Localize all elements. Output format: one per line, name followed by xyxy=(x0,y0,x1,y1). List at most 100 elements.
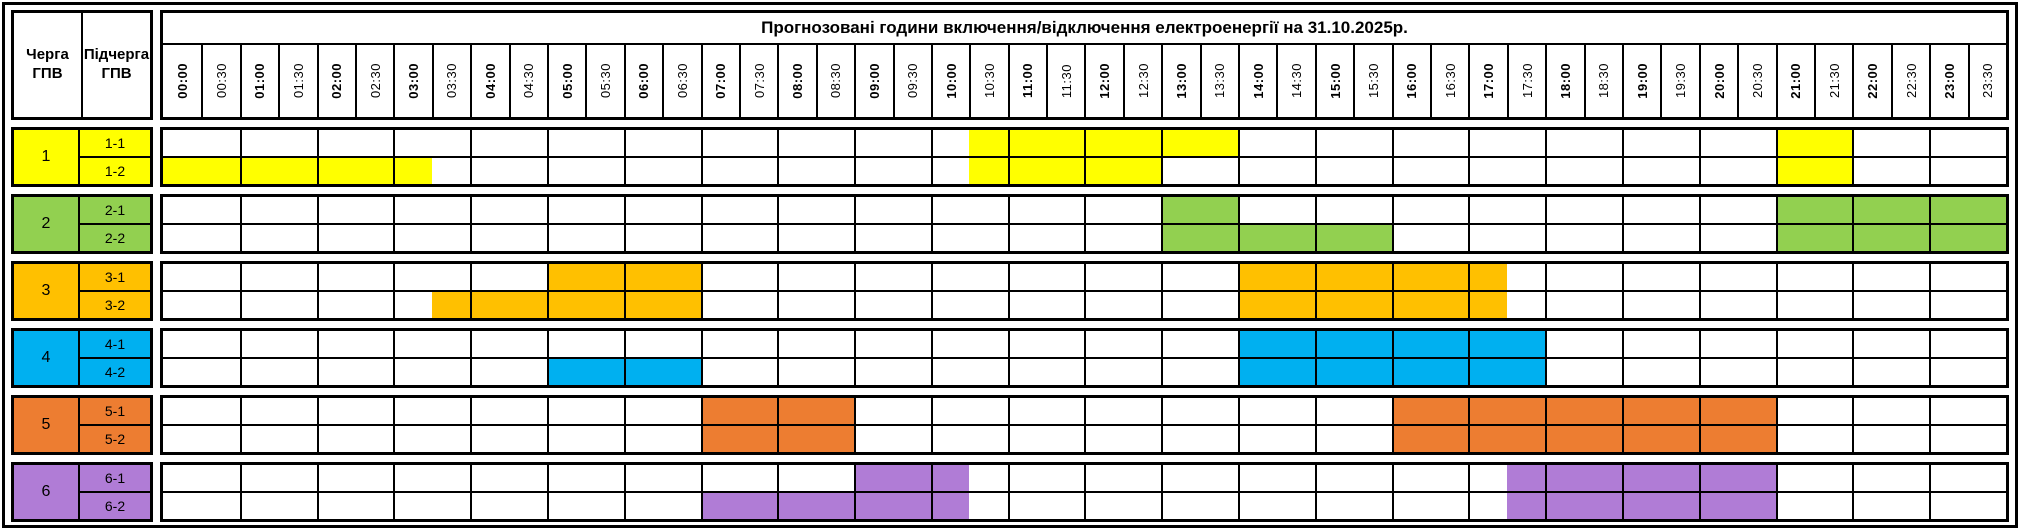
time-label: 06:30 xyxy=(662,45,700,117)
slot-cell xyxy=(278,197,316,223)
slot-cell xyxy=(892,493,931,519)
slot-cell xyxy=(1583,465,1623,491)
slot-cell xyxy=(1814,493,1852,519)
slot-cell xyxy=(585,493,623,519)
slot-cell xyxy=(1737,465,1776,491)
slot-cell xyxy=(1545,225,1583,251)
slot-cell xyxy=(316,398,355,424)
slot-cell xyxy=(815,398,855,424)
slot-cell xyxy=(1622,465,1661,491)
slot-cell xyxy=(1046,130,1085,156)
time-label-text: 06:00 xyxy=(636,63,652,99)
slot-cell xyxy=(1545,465,1584,491)
slot-cell xyxy=(930,493,970,519)
slot-cell xyxy=(1775,426,1814,452)
slot-cell xyxy=(1353,426,1391,452)
slot-cell xyxy=(1622,264,1660,290)
slot-cell xyxy=(777,493,816,519)
slot-cell xyxy=(354,158,394,184)
slot-cell xyxy=(201,331,239,357)
slot-cell xyxy=(1314,359,1354,385)
slot-cell xyxy=(1430,331,1469,357)
slot-cell xyxy=(1545,158,1583,184)
slot-cell xyxy=(546,130,585,156)
slot-cell xyxy=(1660,398,1699,424)
slot-cell xyxy=(432,331,470,357)
slot-cell xyxy=(1545,197,1583,223)
slot-cell xyxy=(892,465,931,491)
slot-cell xyxy=(432,264,470,290)
time-label: 08:00 xyxy=(777,45,815,117)
slot-cell xyxy=(1391,264,1431,290)
slot-cell xyxy=(355,359,393,385)
slot-cell xyxy=(700,331,739,357)
slot-cell xyxy=(546,426,585,452)
slot-cell xyxy=(1584,130,1622,156)
slot-cell xyxy=(700,493,739,519)
slot-cell xyxy=(355,493,393,519)
slot-cell xyxy=(163,292,201,318)
slot-cell xyxy=(662,292,701,318)
slot-cell xyxy=(1084,197,1122,223)
slot-cell xyxy=(930,225,969,251)
slot-cell xyxy=(316,331,355,357)
slot-cell xyxy=(1698,426,1738,452)
slot-cell xyxy=(1929,197,1968,223)
slot-cell xyxy=(163,359,201,385)
time-label-text: 02:00 xyxy=(329,63,345,99)
time-label: 14:00 xyxy=(1238,45,1276,117)
time-label: 19:00 xyxy=(1622,45,1660,117)
time-label: 01:00 xyxy=(239,45,278,117)
slot-cell xyxy=(393,331,431,357)
slot-cell xyxy=(1775,465,1814,491)
slot-cell xyxy=(777,359,815,385)
slot-cell xyxy=(1430,398,1469,424)
slot-cell xyxy=(662,426,700,452)
slot-cell xyxy=(893,331,931,357)
slot-cell xyxy=(1353,264,1392,290)
time-label: 23:00 xyxy=(1929,45,1967,117)
time-label-text: 04:30 xyxy=(521,63,537,99)
slot-cell xyxy=(1353,465,1391,491)
slot-cell xyxy=(854,398,892,424)
slot-cell xyxy=(930,158,969,184)
slot-cell xyxy=(739,359,777,385)
slot-cell xyxy=(930,130,969,156)
slot-cell xyxy=(1084,465,1122,491)
time-label: 01:30 xyxy=(278,45,316,117)
slot-cell xyxy=(163,130,201,156)
slot-cell xyxy=(777,225,815,251)
queue-group-grid xyxy=(160,194,2009,254)
slot-cell xyxy=(623,465,662,491)
slot-cell xyxy=(1584,197,1622,223)
slot-cell xyxy=(1123,292,1161,318)
slot-cell xyxy=(1468,359,1507,385)
slot-cell xyxy=(777,197,815,223)
subqueue-label: 4-2 xyxy=(80,357,150,385)
slot-cell xyxy=(1660,225,1698,251)
slot-cell xyxy=(1968,130,2006,156)
schedule-panel: Прогнозовані години включення/відключенн… xyxy=(160,10,2009,522)
slot-cell xyxy=(1084,493,1122,519)
slot-cell xyxy=(509,398,547,424)
slot-cell xyxy=(1161,493,1199,519)
slot-cell xyxy=(1584,331,1622,357)
slot-cell xyxy=(546,225,585,251)
time-label-text: 05:00 xyxy=(559,63,575,99)
time-label: 12:00 xyxy=(1084,45,1122,117)
slot-cell xyxy=(355,292,393,318)
slot-cell xyxy=(163,197,201,223)
slot-cell xyxy=(239,264,278,290)
slot-cell xyxy=(1046,493,1084,519)
slot-cell xyxy=(278,225,316,251)
slot-cell xyxy=(1391,225,1430,251)
slot-cell xyxy=(1584,264,1622,290)
slot-cell xyxy=(1199,130,1239,156)
slot-cell xyxy=(969,158,1008,184)
slot-cell xyxy=(316,493,355,519)
slot-cell xyxy=(1507,158,1545,184)
slot-cell xyxy=(201,426,239,452)
slot-cell xyxy=(1891,130,1929,156)
slot-cell xyxy=(1968,359,2006,385)
slot-cell xyxy=(777,398,816,424)
